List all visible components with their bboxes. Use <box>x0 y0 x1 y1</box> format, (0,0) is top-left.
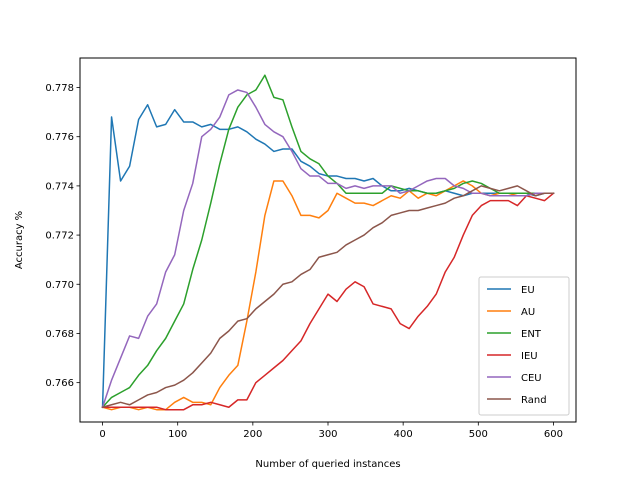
y-tick-label: 0.774 <box>45 181 74 192</box>
x-tick-label: 100 <box>168 429 187 440</box>
y-tick-label: 0.772 <box>45 231 74 242</box>
x-tick-label: 0 <box>99 429 105 440</box>
x-axis-label: Number of queried instances <box>255 459 400 470</box>
series-line-ceu <box>101 89 555 409</box>
legend: EU AU ENT IEU CEU Rand <box>478 276 570 416</box>
legend-label-rand: Rand <box>521 395 547 406</box>
legend-label-ieu: IEU <box>521 351 538 362</box>
series-line-ent <box>101 74 555 409</box>
x-tick-label: 600 <box>544 429 563 440</box>
y-tick-label: 0.770 <box>45 280 74 291</box>
y-tick-label: 0.768 <box>45 329 74 340</box>
y-axis-label: Accuracy % <box>14 211 25 269</box>
series-line-rand <box>101 185 555 409</box>
y-tick-label: 0.776 <box>45 132 74 143</box>
y-axis: 0.766 0.768 0.770 0.772 0.774 0.776 0.778 <box>45 83 80 389</box>
x-tick-label: 400 <box>394 429 413 440</box>
series-line-au <box>101 180 555 411</box>
y-tick-label: 0.766 <box>45 378 74 389</box>
x-axis: 0 100 200 300 400 500 600 <box>99 422 563 440</box>
x-tick-label: 200 <box>243 429 262 440</box>
x-tick-label: 500 <box>469 429 488 440</box>
series-line-ieu <box>101 192 555 411</box>
y-tick-label: 0.778 <box>45 83 74 94</box>
series-layer <box>101 74 555 411</box>
legend-label-au: AU <box>521 307 535 318</box>
legend-label-ent: ENT <box>521 329 542 340</box>
legend-label-eu: EU <box>521 285 535 296</box>
legend-label-ceu: CEU <box>521 373 542 384</box>
x-tick-label: 300 <box>318 429 337 440</box>
